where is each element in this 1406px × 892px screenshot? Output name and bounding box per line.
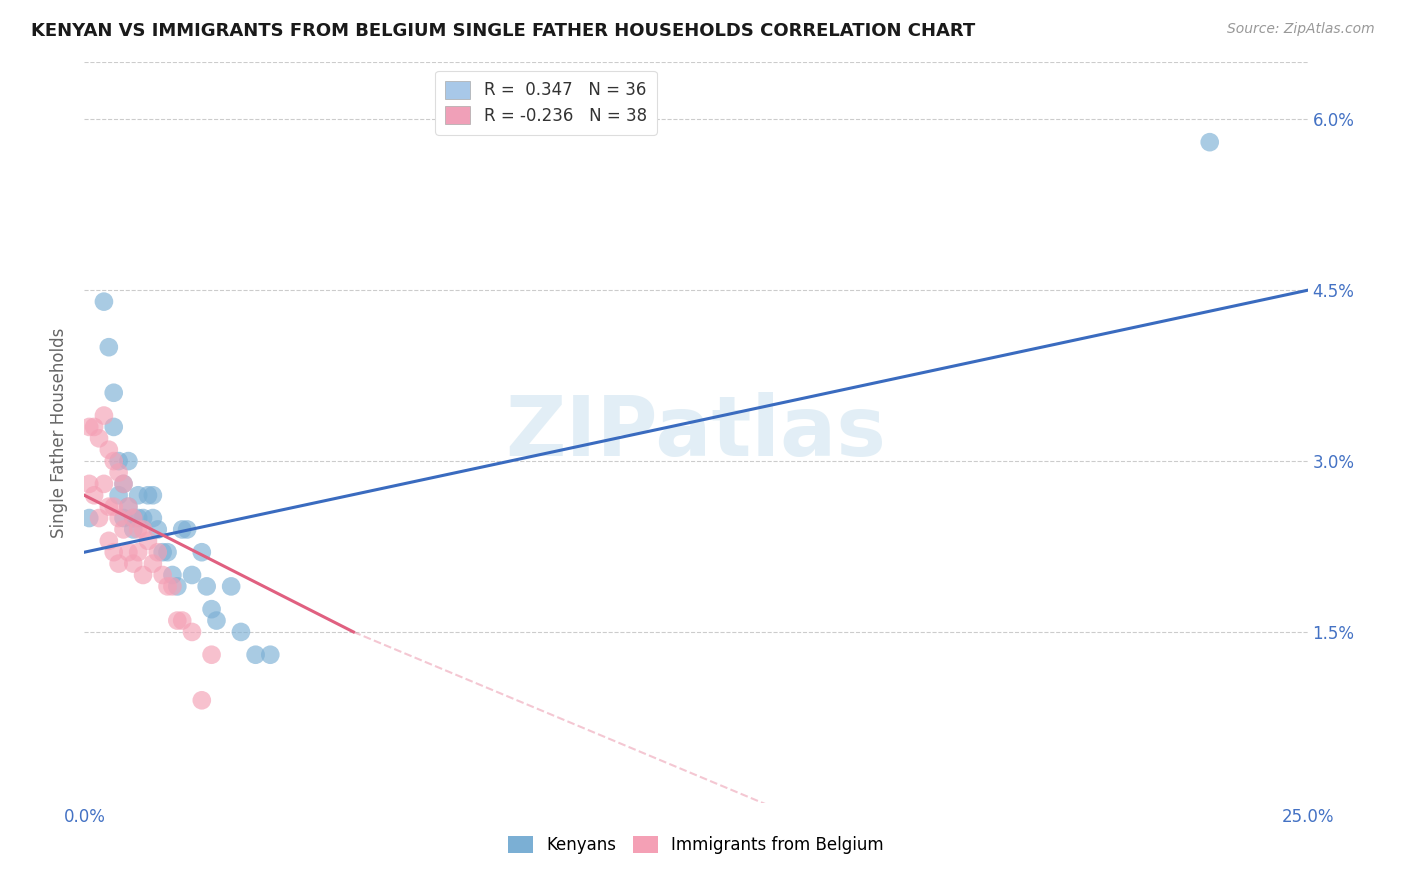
Point <box>97 500 120 514</box>
Point <box>142 488 165 502</box>
Point <box>181 568 204 582</box>
Point <box>122 511 145 525</box>
Point <box>181 624 204 639</box>
Point <box>83 420 105 434</box>
Point <box>87 511 110 525</box>
Point <box>117 500 139 514</box>
Point <box>172 523 194 537</box>
Point <box>191 545 214 559</box>
Point <box>176 523 198 537</box>
Point <box>200 648 222 662</box>
Point <box>156 579 179 593</box>
Point <box>112 511 135 525</box>
Point <box>166 614 188 628</box>
Point <box>132 523 155 537</box>
Point <box>83 488 105 502</box>
Point <box>152 568 174 582</box>
Point <box>142 557 165 571</box>
Point <box>107 454 129 468</box>
Point <box>107 488 129 502</box>
Point <box>103 385 125 400</box>
Point <box>166 579 188 593</box>
Text: ZIPatlas: ZIPatlas <box>506 392 886 473</box>
Point <box>136 533 159 548</box>
Point <box>200 602 222 616</box>
Point <box>112 476 135 491</box>
Point <box>219 579 242 593</box>
Point <box>117 500 139 514</box>
Point <box>127 523 149 537</box>
Point <box>127 511 149 525</box>
Point <box>259 648 281 662</box>
Point <box>93 294 115 309</box>
Point <box>122 511 145 525</box>
Point <box>122 523 145 537</box>
Point <box>103 420 125 434</box>
Point <box>146 545 169 559</box>
Point <box>146 523 169 537</box>
Point <box>191 693 214 707</box>
Point <box>107 511 129 525</box>
Text: KENYAN VS IMMIGRANTS FROM BELGIUM SINGLE FATHER HOUSEHOLDS CORRELATION CHART: KENYAN VS IMMIGRANTS FROM BELGIUM SINGLE… <box>31 22 976 40</box>
Point <box>127 545 149 559</box>
Point <box>93 409 115 423</box>
Point <box>172 614 194 628</box>
Point <box>93 476 115 491</box>
Point <box>97 442 120 457</box>
Point <box>195 579 218 593</box>
Point <box>103 454 125 468</box>
Point <box>127 488 149 502</box>
Point <box>97 533 120 548</box>
Point <box>112 476 135 491</box>
Point <box>107 557 129 571</box>
Text: Source: ZipAtlas.com: Source: ZipAtlas.com <box>1227 22 1375 37</box>
Y-axis label: Single Father Households: Single Father Households <box>51 327 69 538</box>
Point <box>162 579 184 593</box>
Point <box>103 545 125 559</box>
Point <box>156 545 179 559</box>
Point <box>122 557 145 571</box>
Point <box>112 523 135 537</box>
Point <box>142 511 165 525</box>
Point <box>107 466 129 480</box>
Point <box>229 624 252 639</box>
Point <box>77 420 100 434</box>
Point <box>117 545 139 559</box>
Point <box>136 488 159 502</box>
Point <box>1198 135 1220 149</box>
Point <box>205 614 228 628</box>
Point <box>162 568 184 582</box>
Legend: Kenyans, Immigrants from Belgium: Kenyans, Immigrants from Belgium <box>502 830 890 861</box>
Point <box>77 511 100 525</box>
Point <box>87 431 110 445</box>
Point <box>132 511 155 525</box>
Point <box>152 545 174 559</box>
Point <box>245 648 267 662</box>
Point <box>132 568 155 582</box>
Point <box>117 454 139 468</box>
Point <box>103 500 125 514</box>
Point <box>97 340 120 354</box>
Point <box>77 476 100 491</box>
